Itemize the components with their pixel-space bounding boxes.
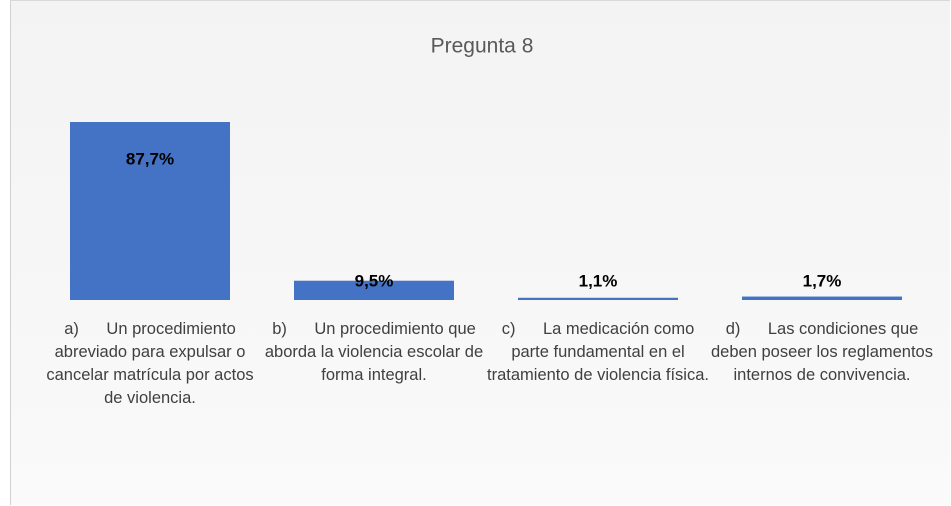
chart-title: Pregunta 8 <box>431 35 534 58</box>
bar <box>70 122 230 300</box>
bar <box>742 296 902 300</box>
category-label: c) La medicación como parte fundamental … <box>487 320 709 384</box>
data-label: 1,1% <box>579 271 618 290</box>
data-label: 87,7% <box>126 149 174 168</box>
data-label: 9,5% <box>355 271 394 290</box>
category-label: d) Las condiciones que deben poseer los … <box>711 320 933 384</box>
category-label: b) Un procedimiento que aborda la violen… <box>264 320 488 384</box>
data-label: 1,7% <box>803 271 842 290</box>
bar <box>294 280 454 300</box>
bar <box>518 297 678 300</box>
category-label: a) Un procedimiento abreviado para expul… <box>46 320 259 407</box>
